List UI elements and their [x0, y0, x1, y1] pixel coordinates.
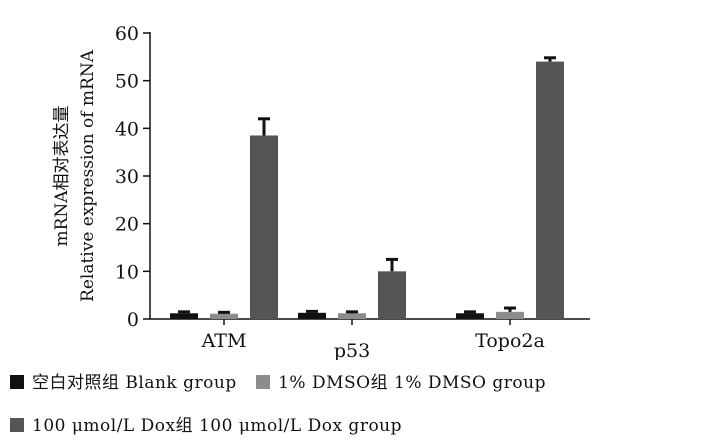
- y-tick-label: 20: [115, 214, 139, 236]
- bar: [170, 313, 198, 319]
- x-tick-label: p53: [334, 340, 370, 360]
- legend-swatch-dmso: [256, 375, 271, 389]
- bar: [536, 61, 564, 319]
- bar: [250, 135, 278, 319]
- bar: [338, 313, 366, 319]
- y-tick-label: 60: [115, 23, 139, 45]
- y-tick-label: 30: [115, 166, 139, 188]
- legend-row-1: 空白对照组 Blank group 1% DMSO组 1% DMSO group: [10, 368, 560, 393]
- y-axis-label-line: mRNA相对表达量: [52, 105, 72, 246]
- legend-label-dmso: 1% DMSO组 1% DMSO group: [278, 373, 546, 393]
- legend-label-blank: 空白对照组 Blank group: [32, 373, 237, 393]
- y-tick-label: 0: [127, 309, 139, 331]
- legend-swatch-blank: [10, 375, 24, 389]
- y-axis-label-line: Relative expression of mRNA: [78, 49, 98, 302]
- y-axis: 0 10 20 30 40 50 60: [115, 23, 151, 331]
- legend-swatch-dox: [10, 418, 24, 432]
- bar: [456, 313, 484, 319]
- y-tick-label: 10: [115, 261, 139, 283]
- bar: [496, 311, 524, 319]
- legend-item-dox: 100 μmol/L Dox组 100 μmol/L Dox group: [10, 411, 402, 436]
- bar-chart: mRNA相对表达量 Relative expression of mRNA 0 10…: [52, 23, 590, 360]
- bar: [210, 313, 238, 319]
- legend-item-blank: 空白对照组 Blank group: [10, 368, 237, 393]
- bars: [170, 56, 564, 319]
- bar: [298, 312, 326, 319]
- y-tick-label: 50: [115, 71, 139, 93]
- legend-label-dox: 100 μmol/L Dox组 100 μmol/L Dox group: [32, 416, 403, 436]
- x-tick-label: ATM: [201, 330, 247, 352]
- legend-item-dmso: 1% DMSO组 1% DMSO group: [256, 368, 546, 393]
- legend-row-2: 100 μmol/L Dox组 100 μmol/L Dox group: [10, 411, 416, 436]
- y-tick-label: 40: [115, 118, 139, 140]
- y-axis-label: mRNA相对表达量 Relative expression of mRNA: [52, 49, 98, 302]
- bar: [378, 271, 406, 319]
- x-tick-label: Topo2a: [475, 330, 545, 352]
- x-axis: ATM p53 Topo2a: [150, 318, 590, 360]
